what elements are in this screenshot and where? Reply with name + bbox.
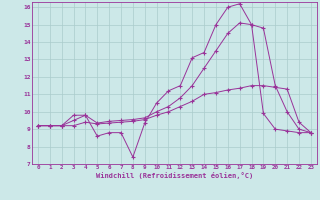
X-axis label: Windchill (Refroidissement éolien,°C): Windchill (Refroidissement éolien,°C) bbox=[96, 172, 253, 179]
